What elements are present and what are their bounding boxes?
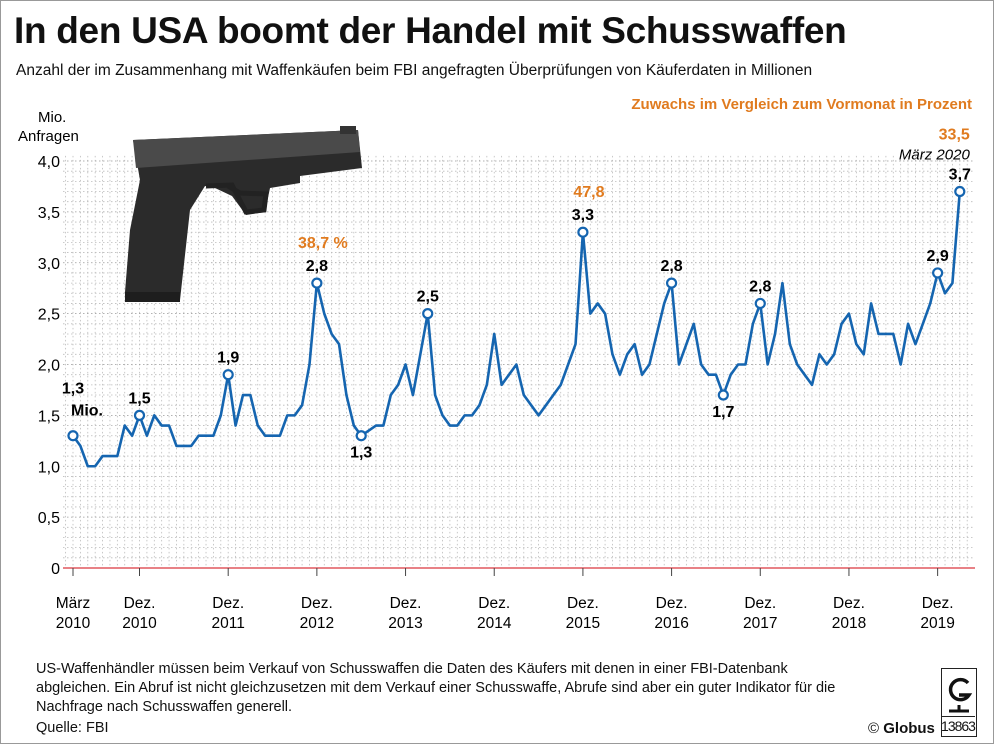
x-tick-label: 2010 <box>122 615 157 632</box>
data-label: 2,9 <box>927 248 949 265</box>
growth-label: 47,8 <box>573 184 604 201</box>
x-tick-label: Dez. <box>124 595 156 612</box>
growth-label: 33,5 <box>939 127 970 144</box>
globus-g-icon <box>948 677 973 713</box>
data-label: 3,3 <box>572 207 594 224</box>
y-tick-label: 2,0 <box>38 358 60 375</box>
highlight-point <box>954 185 966 198</box>
source: Quelle: FBI <box>36 720 109 736</box>
data-line <box>71 191 962 468</box>
pistol-icon <box>125 126 362 302</box>
copyright: © Globus <box>868 720 935 737</box>
x-tick-label: 2012 <box>300 615 334 632</box>
highlight-point <box>311 277 323 289</box>
x-tick-label: Dez. <box>833 595 865 612</box>
x-tick-label: Dez. <box>656 595 688 612</box>
y-tick-label: 4,0 <box>38 154 60 171</box>
highlight-point <box>422 308 434 320</box>
x-tick-label: Dez. <box>478 595 510 612</box>
y-tick-label: 0 <box>51 561 60 578</box>
data-label: 1,3 <box>62 381 84 398</box>
y-tick-label: 3,5 <box>38 205 60 222</box>
y-tick-label: 1,0 <box>38 459 60 476</box>
x-tick-label: 2011 <box>212 615 245 632</box>
footnote: US-Waffenhändler müssen beim Verkauf von… <box>36 661 836 715</box>
graphic-number: 13863 <box>941 716 976 734</box>
chart-title: In den USA boomt der Handel mit Schusswa… <box>14 10 847 51</box>
x-tick-label: Dez. <box>390 595 422 612</box>
date-label: März 2020 <box>899 147 971 164</box>
highlight-point <box>932 267 944 279</box>
x-tick-label: 2013 <box>388 615 422 632</box>
x-tick-label: 2010 <box>56 615 91 632</box>
highlight-point <box>754 297 766 310</box>
copyright-name: Globus <box>883 720 935 737</box>
x-tick-label: Dez. <box>212 595 244 612</box>
series-line <box>71 191 962 468</box>
x-tick-label: 2019 <box>920 615 954 632</box>
growth-label: 38,7 % <box>298 235 348 252</box>
y-tick-label: 3,0 <box>38 256 60 273</box>
y-axis-title: Mio. <box>38 109 66 126</box>
data-label: 1,7 <box>712 404 734 421</box>
annotations: 1,3 Mio. 1,5 1,9 2,8 38,7 % 1,3 2,5 3,3 47,8 2,8 1,… <box>62 127 971 462</box>
highlight-point <box>222 369 234 381</box>
y-axis-title: Anfragen <box>18 128 79 145</box>
highlight-point <box>355 430 367 442</box>
data-label: 1,3 <box>350 445 372 462</box>
copyright-symbol: © <box>868 720 880 737</box>
chart-subtitle: Anzahl der im Zusammenhang mit Waffenkäu… <box>16 62 813 79</box>
x-tick-label: Dez. <box>567 595 599 612</box>
x-tick-label: 2014 <box>477 615 512 632</box>
x-tick-label: 2015 <box>566 615 600 632</box>
highlight-point <box>665 277 678 289</box>
highlight-point <box>67 430 79 442</box>
x-tick-label: März <box>56 595 90 612</box>
x-tick-label: Dez. <box>744 595 776 612</box>
globus-logo <box>941 668 977 737</box>
highlight-point <box>133 409 146 421</box>
highlight-point <box>717 389 729 401</box>
data-label: 1,5 <box>128 390 150 407</box>
highlight-point <box>577 226 589 238</box>
y-tick-label: 0,5 <box>38 510 60 527</box>
y-tick-label: 2,5 <box>38 307 60 324</box>
x-tick-label: 2016 <box>654 615 688 632</box>
data-label: 3,7 <box>949 167 971 184</box>
x-axis: März 2010 Dez. 2010 Dez. 2011 Dez. 2012 Dez. 2013… <box>56 568 955 632</box>
data-label: 2,8 <box>306 258 328 275</box>
growth-legend-note: Zuwachs im Vergleich zum Vormonat in Pro… <box>631 96 972 113</box>
x-tick-label: 2018 <box>832 615 866 632</box>
x-tick-label: Dez. <box>301 595 333 612</box>
data-label: 1,9 <box>217 350 239 367</box>
data-label-unit: Mio. <box>71 403 103 420</box>
data-label: 2,8 <box>660 258 682 275</box>
y-tick-label: 1,5 <box>38 408 60 425</box>
x-tick-label: Dez. <box>922 595 954 612</box>
y-axis: 0 0,5 1,0 1,5 2,0 2,5 3,0 3,5 4,0 Mio. Anfragen <box>18 109 79 578</box>
data-label: 2,5 <box>417 289 439 306</box>
data-label: 2,8 <box>749 278 771 295</box>
x-tick-label: 2017 <box>743 615 777 632</box>
grid <box>63 155 975 569</box>
